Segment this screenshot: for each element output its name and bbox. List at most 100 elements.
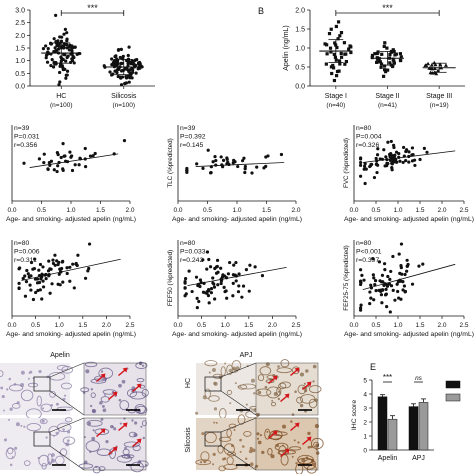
- data-point: [24, 279, 29, 284]
- data-point: [26, 272, 30, 276]
- data-point: [338, 62, 342, 66]
- data-point: [375, 51, 379, 56]
- data-point: [426, 61, 431, 66]
- data-point: [387, 282, 392, 286]
- nucleus-stain: [270, 454, 275, 459]
- data-point: [237, 272, 241, 276]
- nucleus-stain: [276, 444, 280, 448]
- data-point: [386, 68, 390, 72]
- x-tick-label: 0.0: [173, 207, 182, 214]
- nucleus-stain: [256, 412, 260, 417]
- stat-label: P=0.392: [180, 134, 206, 141]
- data-point: [405, 258, 409, 262]
- data-point: [215, 258, 220, 262]
- data-point: [380, 301, 384, 305]
- nucleus-stain: [20, 424, 23, 427]
- y-tick-label: 1.5: [295, 27, 305, 34]
- tissue-structure: [20, 389, 34, 402]
- data-point: [205, 250, 210, 254]
- data-point: [46, 46, 50, 51]
- tissue-structure: [226, 389, 233, 396]
- micrograph-frame: [255, 417, 319, 471]
- data-point: [376, 147, 380, 151]
- nucleus-stain: [9, 407, 13, 411]
- data-point: [372, 276, 376, 280]
- x-tick-label: 2.0: [268, 322, 277, 329]
- tissue-structure: [259, 366, 272, 376]
- y-tick-label: 4: [363, 392, 367, 399]
- data-point: [398, 52, 403, 56]
- stat-label: r=0.397: [356, 257, 379, 264]
- data-point: [57, 272, 61, 276]
- data-point: [231, 273, 235, 277]
- data-point: [243, 170, 247, 175]
- data-point: [401, 288, 405, 292]
- data-point: [397, 296, 401, 300]
- data-point: [375, 170, 379, 175]
- data-point: [385, 46, 389, 50]
- data-point: [369, 283, 373, 287]
- nucleus-stain: [137, 460, 142, 464]
- data-point: [38, 262, 43, 267]
- data-point: [385, 305, 389, 309]
- stat-label: n=80: [356, 240, 372, 247]
- data-point: [195, 162, 199, 166]
- data-point: [50, 282, 54, 286]
- data-point: [136, 67, 140, 71]
- tissue-structure: [226, 451, 237, 457]
- nucleus-stain: [104, 394, 106, 396]
- nucleus-stain: [291, 455, 294, 458]
- x-tick-label: 2.5: [459, 207, 468, 214]
- nucleus-stain: [224, 362, 227, 365]
- data-point: [61, 280, 65, 284]
- group-n-label: (n=40): [326, 102, 345, 109]
- stat-label: P=0.033: [180, 249, 206, 256]
- nucleus-stain: [249, 446, 253, 450]
- stat-label: r=0.356: [14, 142, 37, 149]
- nucleus-stain: [100, 417, 104, 421]
- data-point: [71, 262, 75, 266]
- nucleus-stain: [256, 432, 260, 436]
- data-point: [209, 171, 213, 175]
- stat-label: P<0.001: [356, 249, 382, 256]
- tissue-structure: [137, 460, 149, 468]
- nucleus-stain: [105, 439, 109, 444]
- y-axis-label: Apelin (ng/mL): [283, 25, 290, 71]
- y-tick-label: 2.0: [15, 33, 25, 40]
- data-point: [410, 153, 414, 157]
- data-point: [59, 155, 63, 160]
- micrograph-apj-high: [256, 418, 318, 470]
- red-arrow: [118, 367, 128, 376]
- data-point: [344, 59, 349, 64]
- nucleus-stain: [131, 419, 134, 422]
- data-point: [262, 166, 266, 170]
- tissue-structure: [90, 392, 96, 398]
- data-point: [68, 265, 72, 269]
- nucleus-stain: [293, 439, 296, 442]
- data-point: [70, 168, 75, 173]
- data-point: [83, 276, 88, 280]
- data-point: [266, 154, 270, 158]
- data-point: [349, 50, 353, 55]
- stat-label: r=0.145: [180, 142, 203, 149]
- nucleus-stain: [305, 456, 309, 460]
- tissue-structure: [86, 419, 103, 427]
- data-point: [363, 162, 367, 166]
- data-point: [54, 49, 58, 53]
- regression-line: [362, 150, 456, 163]
- red-arrow: [108, 391, 118, 400]
- nucleus-stain: [51, 453, 55, 457]
- data-point: [388, 61, 392, 65]
- nucleus-stain: [23, 425, 26, 428]
- data-point: [398, 159, 402, 163]
- data-point: [34, 290, 38, 295]
- nucleus-stain: [303, 389, 308, 393]
- data-point: [279, 152, 284, 157]
- data-point: [65, 271, 69, 276]
- panel-letter-b: B: [258, 6, 264, 16]
- data-point: [391, 64, 395, 69]
- nucleus-stain: [277, 390, 280, 393]
- data-point: [247, 289, 251, 293]
- data-point: [49, 63, 53, 68]
- data-point: [231, 281, 235, 285]
